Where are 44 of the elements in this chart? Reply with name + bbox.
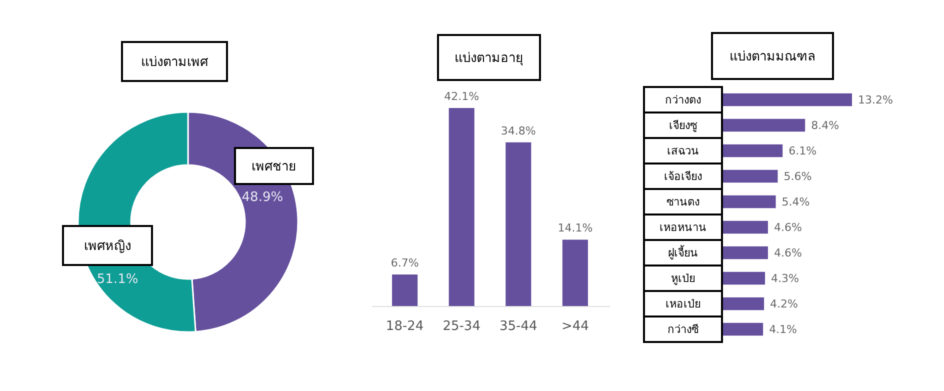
y-tick-label: กว่างตง [665, 94, 701, 107]
data-label: 4.6% [774, 246, 802, 260]
x-tick-label: 35-44 [500, 319, 538, 334]
bar [723, 297, 764, 310]
data-label: 4.2% [770, 298, 798, 311]
data-label: 42.1% [444, 90, 480, 103]
y-tick-label: หูเป่ย [671, 272, 695, 286]
data-label: 6.1% [788, 144, 817, 158]
data-label: 5.6% [784, 170, 812, 184]
y-tick-label: ซานตง [666, 196, 700, 209]
bar [562, 240, 588, 306]
data-label: 5.4% [782, 196, 810, 209]
bar [448, 108, 474, 306]
y-tick-label: เสฉวน [667, 144, 699, 158]
y-tick-label: เจียงซู [669, 119, 698, 132]
data-label: 34.8% [500, 124, 536, 138]
chart-title: แบ่งตามเพศ [141, 55, 209, 70]
y-tick-label: เหอเป่ย [666, 298, 700, 311]
bar [506, 142, 532, 306]
y-tick-label: เหอหนาน [660, 221, 706, 234]
chart-title: แบ่งตามมณฑล [730, 50, 816, 65]
data-label: 4.6% [774, 221, 802, 234]
data-label: 48.9% [242, 190, 284, 206]
x-tick-label: 25-34 [442, 319, 480, 334]
y-tick-label: เจ้อเจียง [664, 170, 702, 184]
data-label: 6.7% [390, 256, 419, 270]
data-label: 14.1% [558, 222, 593, 235]
bar [723, 322, 764, 336]
data-label: 4.3% [771, 272, 799, 286]
data-label: 51.1% [96, 272, 138, 287]
slice-label: เพศชาย [252, 160, 296, 175]
bar [723, 272, 766, 285]
data-label: 8.4% [811, 119, 840, 132]
y-tick-label: กว่างซี [668, 323, 700, 336]
x-tick-label: 18-24 [386, 319, 424, 334]
bar [723, 246, 768, 260]
data-label: 13.2% [858, 94, 893, 107]
chart-title: แบ่งตามอายุ [454, 51, 524, 66]
data-label: 4.1% [769, 323, 798, 336]
y-tick-label: ฝูเจี้ยน [668, 244, 698, 260]
bar [723, 220, 768, 234]
bar [392, 274, 418, 306]
slice-label: เพศหญิง [84, 239, 131, 254]
x-tick-label: >44 [561, 319, 589, 334]
